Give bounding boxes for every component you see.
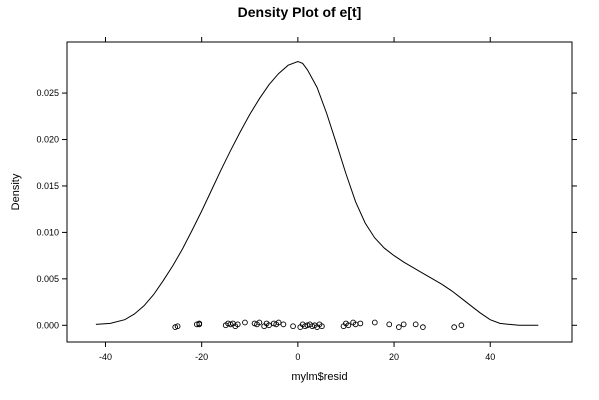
rug-point xyxy=(357,320,364,327)
rug-point xyxy=(386,321,393,328)
rug-point xyxy=(412,321,419,328)
x-tick-label: 0 xyxy=(295,352,300,362)
rug-points xyxy=(172,319,465,330)
density-curve xyxy=(95,60,539,326)
rug-point xyxy=(319,323,325,330)
rug-point xyxy=(196,321,203,328)
rug-point xyxy=(345,322,352,329)
y-axis: 0.000 0.005 0.010 0.015 0.020 0.025 xyxy=(36,88,577,330)
rug-point xyxy=(371,319,378,326)
rug-point xyxy=(396,324,402,330)
y-tick-label: 0.000 xyxy=(36,320,59,330)
rug-point xyxy=(266,322,272,329)
x-tick-label: -20 xyxy=(195,352,208,362)
y-tick-label: 0.005 xyxy=(36,274,59,284)
rug-point xyxy=(458,322,465,329)
plot-frame xyxy=(66,41,573,343)
x-tick-label: 20 xyxy=(389,352,399,362)
rug-point xyxy=(420,324,426,330)
rug-point xyxy=(256,319,263,326)
rug-point xyxy=(280,321,287,328)
x-axis-label: mylm$resid xyxy=(291,371,347,383)
y-tick-label: 0.025 xyxy=(36,88,59,98)
rug-point xyxy=(242,319,248,326)
y-tick-label: 0.010 xyxy=(36,227,59,237)
x-axis: -40 -20 0 20 40 xyxy=(99,37,495,362)
rug-point xyxy=(290,323,296,330)
y-axis-label: Density xyxy=(10,173,22,210)
rug-point xyxy=(234,321,241,328)
x-tick-label: -40 xyxy=(99,352,112,362)
y-tick-label: 0.020 xyxy=(36,135,59,145)
rug-point xyxy=(400,321,407,328)
chart-title: Density Plot of e[t] xyxy=(238,4,362,20)
rug-point xyxy=(275,319,282,326)
x-tick-label: 40 xyxy=(485,352,495,362)
rug-point xyxy=(174,323,181,330)
y-tick-label: 0.015 xyxy=(36,181,59,191)
rug-point xyxy=(451,324,458,330)
